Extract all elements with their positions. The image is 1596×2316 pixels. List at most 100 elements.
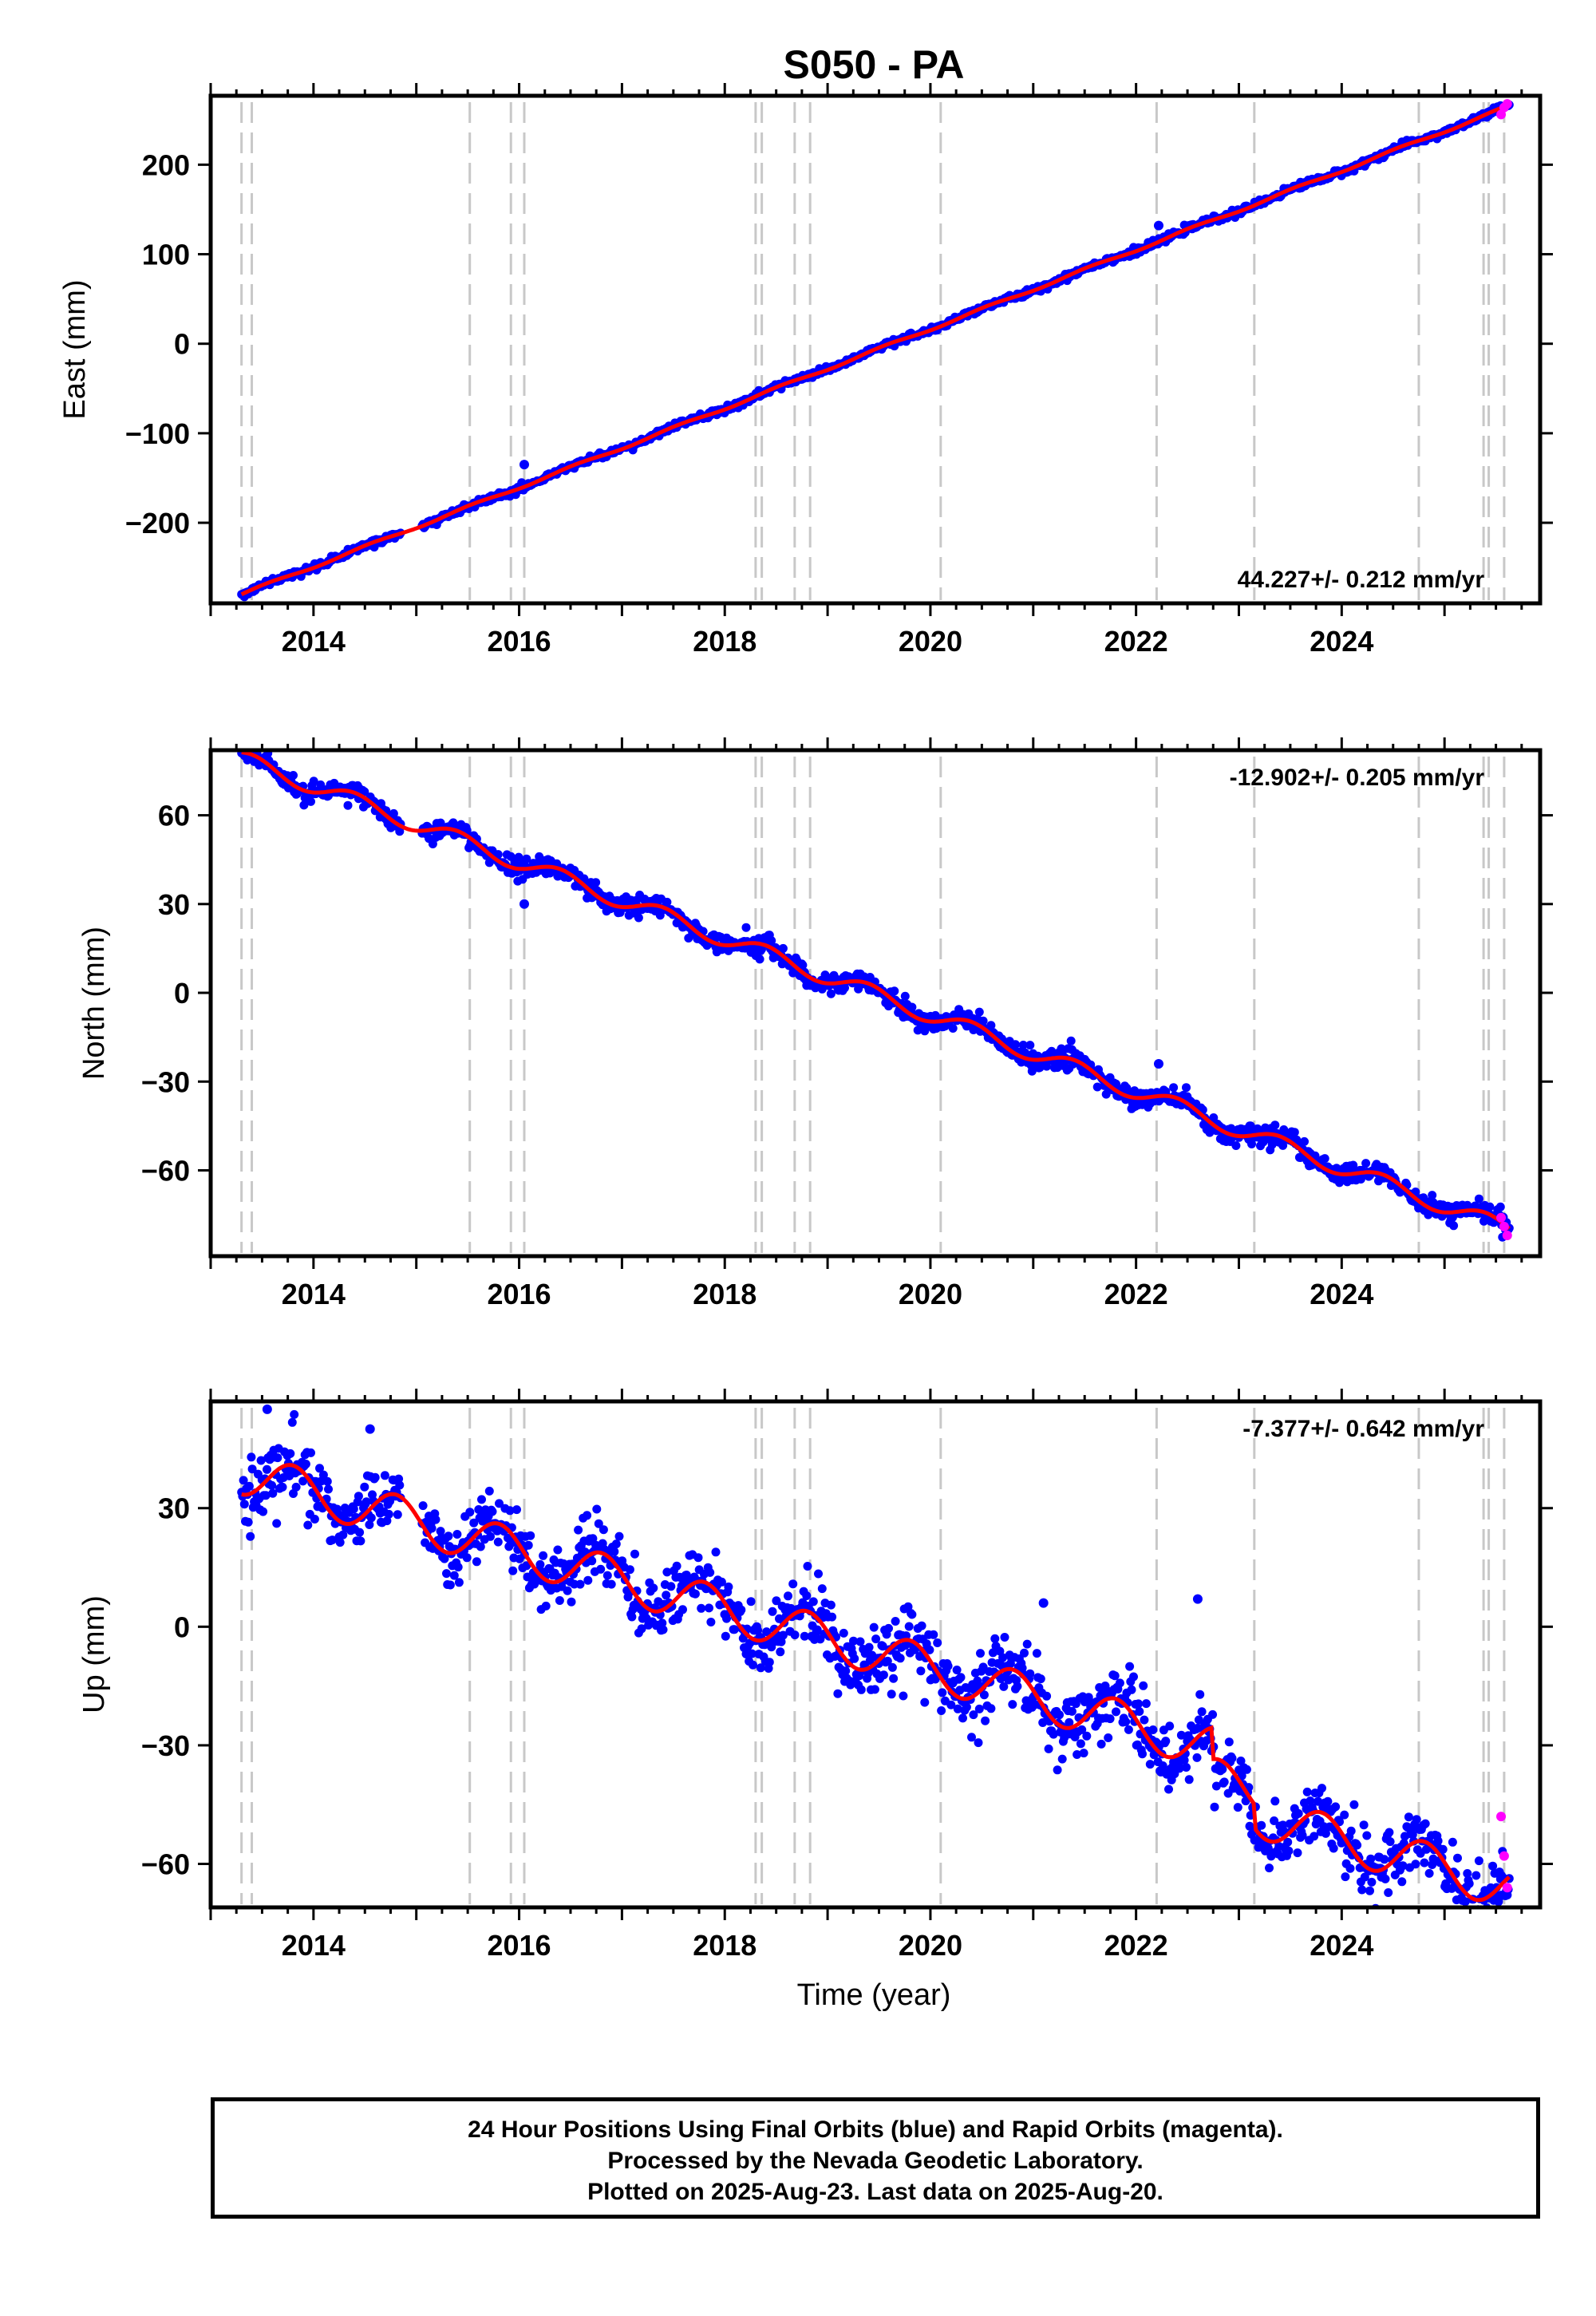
final-point bbox=[938, 1688, 947, 1697]
final-point bbox=[268, 1488, 278, 1498]
final-point bbox=[1115, 1678, 1124, 1688]
final-point bbox=[602, 1571, 612, 1580]
final-point bbox=[484, 1486, 494, 1496]
final-point bbox=[1448, 1837, 1457, 1847]
final-point bbox=[798, 960, 808, 970]
final-point bbox=[929, 1630, 938, 1639]
final-point bbox=[366, 1513, 376, 1523]
final-point bbox=[1219, 1777, 1229, 1787]
final-point bbox=[291, 1482, 301, 1492]
final-point bbox=[812, 1625, 822, 1634]
processing-info-box: 24 Hour Positions Using Final Orbits (bl… bbox=[211, 2097, 1540, 2219]
final-point bbox=[1340, 1810, 1349, 1820]
final-point bbox=[1096, 1739, 1106, 1749]
final-point bbox=[649, 1583, 658, 1593]
final-point bbox=[637, 1624, 646, 1634]
north-rate-label: -12.902+/- 0.205 mm/yr bbox=[1230, 765, 1485, 791]
final-point bbox=[764, 1658, 774, 1667]
final-point bbox=[610, 1547, 619, 1556]
rapid-point bbox=[1496, 1212, 1507, 1223]
final-point bbox=[1164, 1784, 1173, 1794]
final-point bbox=[978, 1016, 988, 1026]
east-panel: 2014 2016 2018 2020 2022 2024 −200 −100 0 100 200 E… bbox=[58, 83, 1553, 658]
final-point bbox=[828, 1612, 837, 1622]
final-point bbox=[1011, 1040, 1020, 1049]
final-point bbox=[1013, 1682, 1022, 1691]
x-tick-label: 2022 bbox=[1104, 625, 1168, 658]
final-point bbox=[1042, 1691, 1052, 1701]
final-point bbox=[1357, 1885, 1367, 1895]
final-point bbox=[1463, 1869, 1472, 1878]
final-point bbox=[535, 1559, 545, 1569]
outlier-point bbox=[1192, 1594, 1203, 1604]
x-tick-label: 2020 bbox=[899, 1278, 962, 1310]
east-frame bbox=[208, 93, 1543, 606]
final-point bbox=[1055, 1710, 1064, 1720]
final-point bbox=[1077, 1725, 1087, 1734]
final-point bbox=[967, 1733, 976, 1742]
final-point bbox=[658, 1625, 668, 1634]
final-point bbox=[1158, 1761, 1167, 1770]
final-point bbox=[1488, 1861, 1498, 1871]
final-point bbox=[1141, 1699, 1151, 1709]
final-point bbox=[900, 991, 910, 1001]
final-point bbox=[598, 1525, 608, 1535]
final-point bbox=[1092, 1082, 1102, 1092]
final-point bbox=[1283, 1837, 1293, 1847]
final-point bbox=[1471, 1909, 1479, 1918]
final-point bbox=[1449, 1221, 1459, 1231]
final-point bbox=[1067, 1706, 1077, 1716]
final-point bbox=[920, 1697, 930, 1707]
final-point bbox=[690, 1589, 700, 1599]
final-point bbox=[627, 1612, 637, 1622]
x-tick-label: 2016 bbox=[487, 1278, 551, 1310]
outlier-point bbox=[1153, 220, 1163, 231]
final-point bbox=[808, 1597, 818, 1607]
final-point bbox=[1310, 1832, 1319, 1841]
final-point bbox=[778, 943, 788, 953]
final-point bbox=[299, 800, 309, 810]
final-point bbox=[776, 1647, 785, 1657]
outlier-point bbox=[1153, 1059, 1163, 1069]
final-point bbox=[839, 1628, 848, 1638]
final-point bbox=[869, 1622, 879, 1632]
final-point bbox=[841, 1666, 851, 1676]
final-point bbox=[1385, 1828, 1394, 1837]
final-point bbox=[749, 1660, 757, 1670]
final-point bbox=[772, 1596, 781, 1606]
footer-line-orbits: 24 Hour Positions Using Final Orbits (bl… bbox=[468, 2116, 1283, 2143]
final-point bbox=[1022, 1639, 1032, 1649]
final-point bbox=[431, 1515, 440, 1524]
final-point bbox=[1495, 1202, 1505, 1211]
final-point bbox=[933, 1638, 942, 1647]
final-point bbox=[1473, 1915, 1482, 1924]
final-point bbox=[1294, 1808, 1303, 1818]
final-point bbox=[717, 1577, 726, 1587]
final-point bbox=[630, 1549, 639, 1559]
final-point bbox=[1129, 1672, 1138, 1682]
final-point bbox=[1241, 1796, 1250, 1806]
final-point bbox=[273, 1453, 282, 1463]
final-point bbox=[243, 1517, 253, 1527]
final-point bbox=[856, 1685, 866, 1694]
final-point bbox=[1420, 1858, 1429, 1867]
x-tick-label: 2024 bbox=[1310, 1929, 1373, 1962]
final-point bbox=[1346, 1826, 1356, 1836]
final-point bbox=[246, 1531, 255, 1541]
final-point bbox=[784, 1591, 792, 1601]
final-point bbox=[553, 1545, 563, 1555]
final-point bbox=[1104, 1733, 1113, 1742]
final-point bbox=[354, 1492, 363, 1501]
final-point bbox=[1474, 1194, 1483, 1203]
final-point bbox=[259, 1507, 268, 1516]
final-point bbox=[1208, 1709, 1218, 1719]
final-point bbox=[338, 1530, 348, 1539]
final-point bbox=[1134, 1699, 1144, 1709]
final-point bbox=[355, 1528, 365, 1537]
final-point bbox=[741, 923, 751, 932]
final-point bbox=[1169, 1083, 1179, 1093]
final-point bbox=[1398, 1861, 1408, 1871]
y-tick-label: 0 bbox=[174, 328, 190, 361]
final-point bbox=[1073, 1750, 1082, 1759]
up-panel: 2014 2016 2018 2020 2022 2024 −60 −30 0 30 Up (mm)… bbox=[77, 1389, 1553, 1962]
